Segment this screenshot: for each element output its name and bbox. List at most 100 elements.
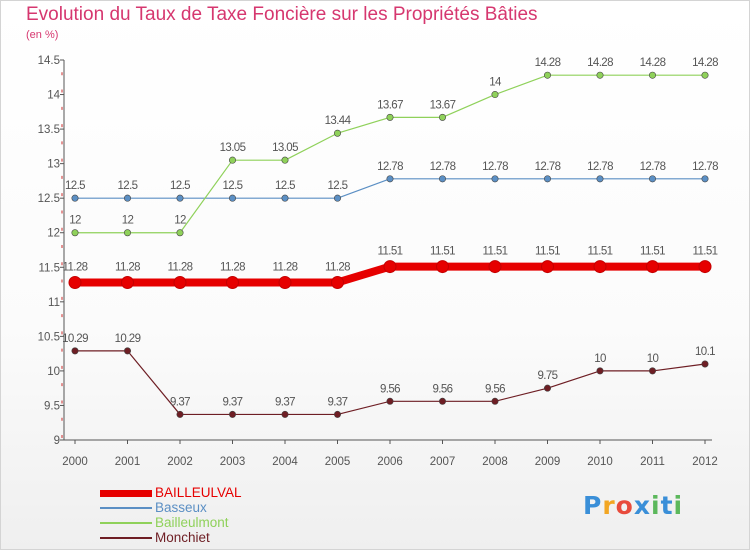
- data-label-bailleulval-2003: 11.28: [220, 261, 245, 273]
- data-point-bailleulval-2012: [698, 260, 712, 274]
- logo-letter: P: [583, 491, 603, 520]
- data-label-monchiet-2002: 9.37: [170, 396, 190, 408]
- data-label-bailleulval-2008: 11.51: [483, 246, 508, 258]
- data-label-basseux-2002: 12.5: [170, 180, 190, 192]
- data-label-bailleulval-2006: 11.51: [378, 246, 403, 258]
- legend-label-monchiet: Monchiet: [155, 530, 210, 545]
- data-point-basseux-2000: [71, 194, 79, 202]
- data-point-bailleulmont-2009: [543, 71, 551, 79]
- unit-label: (en %): [26, 29, 59, 41]
- data-label-bailleulmont-2000: 12: [69, 215, 81, 227]
- data-label-bailleulval-2011: 11.51: [640, 246, 665, 258]
- x-tick-label-2005: 2005: [325, 456, 351, 468]
- data-point-monchiet-2004: [281, 410, 289, 418]
- x-tick-label-2009: 2009: [535, 456, 561, 468]
- data-point-monchiet-2000: [71, 347, 79, 355]
- x-tick-label-2000: 2000: [62, 456, 88, 468]
- data-label-monchiet-2008: 9.56: [485, 383, 505, 395]
- data-point-basseux-2012: [701, 175, 709, 183]
- data-point-monchiet-2010: [596, 367, 604, 375]
- logo-letter: i: [651, 491, 661, 520]
- data-label-bailleulmont-2010: 14.28: [587, 57, 613, 69]
- y-tick-label-10.5: 10.5: [38, 331, 60, 343]
- data-point-basseux-2009: [543, 175, 551, 183]
- data-point-bailleulmont-2004: [281, 156, 289, 164]
- y-tick-label-11: 11: [48, 297, 60, 309]
- data-label-bailleulval-2012: 11.51: [693, 246, 718, 258]
- data-label-bailleulmont-2005: 13.44: [325, 115, 352, 127]
- data-label-bailleulmont-2003: 13.05: [220, 142, 246, 154]
- data-point-monchiet-2009: [543, 384, 551, 392]
- y-tick-label-13.5: 13.5: [38, 124, 60, 136]
- data-label-bailleulval-2009: 11.51: [535, 246, 560, 258]
- x-tick-label-2002: 2002: [167, 456, 193, 468]
- data-label-bailleulmont-2006: 13.67: [377, 99, 403, 111]
- data-point-bailleulmont-2010: [596, 71, 604, 79]
- data-point-bailleulval-2005: [331, 275, 344, 289]
- y-tick-label-12.5: 12.5: [38, 193, 60, 205]
- logo-letter: i: [673, 491, 684, 520]
- x-tick-label-2004: 2004: [272, 456, 298, 468]
- data-label-basseux-2004: 12.5: [275, 180, 295, 192]
- chart-title: Evolution du Taux de Taxe Foncière sur l…: [26, 4, 538, 25]
- y-tick-label-9: 9: [54, 435, 60, 447]
- data-point-monchiet-2007: [438, 397, 446, 405]
- data-label-bailleulmont-2007: 13.67: [430, 99, 456, 111]
- data-point-bailleulmont-2002: [176, 229, 184, 237]
- data-point-bailleulmont-2006: [386, 113, 394, 121]
- data-point-monchiet-2001: [124, 347, 132, 355]
- data-label-basseux-2000: 12.5: [65, 180, 85, 192]
- y-tick-label-11.5: 11.5: [38, 262, 60, 274]
- data-point-basseux-2011: [648, 175, 656, 183]
- y-tick-label-12: 12: [47, 228, 60, 240]
- x-tick-label-2010: 2010: [587, 456, 613, 468]
- y-tick-label-13: 13: [47, 159, 60, 171]
- data-point-bailleulval-2003: [226, 275, 239, 289]
- data-label-basseux-2012: 12.78: [692, 161, 718, 173]
- proxiti-logo: Proxiti: [583, 491, 683, 520]
- data-label-bailleulmont-2009: 14.28: [535, 57, 561, 69]
- data-point-bailleulmont-2012: [701, 71, 709, 79]
- data-point-monchiet-2002: [176, 410, 184, 418]
- legend-swatch-bailleulval: [100, 489, 152, 497]
- data-label-basseux-2007: 12.78: [430, 161, 456, 173]
- data-point-monchiet-2006: [386, 397, 394, 405]
- data-label-bailleulval-2000: 11.28: [63, 261, 88, 273]
- data-label-bailleulval-2010: 11.51: [588, 246, 613, 258]
- legend-label-basseux: Basseux: [155, 500, 207, 515]
- data-point-bailleulval-2011: [646, 260, 659, 274]
- data-label-basseux-2001: 12.5: [118, 180, 138, 192]
- data-point-basseux-2005: [333, 194, 341, 202]
- x-tick-label-2001: 2001: [115, 456, 141, 468]
- legend-swatch-basseux: [100, 507, 152, 509]
- data-point-bailleulmont-2001: [124, 229, 132, 237]
- data-label-monchiet-2012: 10.1: [695, 346, 715, 358]
- y-tick-label-9.5: 9.5: [44, 400, 60, 412]
- data-point-basseux-2004: [281, 194, 289, 202]
- data-point-bailleulmont-2000: [71, 229, 79, 237]
- data-point-basseux-2006: [386, 175, 394, 183]
- data-point-monchiet-2003: [229, 410, 237, 418]
- x-tick-label-2003: 2003: [220, 456, 246, 468]
- data-point-bailleulval-2010: [593, 260, 607, 274]
- x-tick-label-2006: 2006: [377, 456, 403, 468]
- data-point-basseux-2010: [596, 175, 604, 183]
- data-point-bailleulmont-2003: [229, 156, 237, 164]
- data-label-bailleulmont-2008: 14: [489, 77, 502, 89]
- data-label-basseux-2005: 12.5: [328, 180, 348, 192]
- x-tick-label-2011: 2011: [640, 456, 665, 468]
- legend-label-bailleulval: BAILLEULVAL: [155, 485, 242, 500]
- data-label-monchiet-2011: 10: [647, 353, 659, 365]
- data-label-monchiet-2003: 9.37: [223, 396, 243, 408]
- y-tick-label-14: 14: [47, 90, 60, 102]
- data-point-bailleulval-2001: [121, 275, 134, 289]
- data-label-basseux-2008: 12.78: [482, 161, 508, 173]
- data-point-basseux-2002: [176, 194, 184, 202]
- data-point-bailleulval-2006: [383, 260, 397, 274]
- data-label-bailleulmont-2002: 12: [174, 215, 186, 227]
- logo-letter: o: [615, 491, 634, 520]
- legend-label-bailleulmont: Bailleulmont: [155, 515, 229, 530]
- data-point-bailleulmont-2005: [333, 129, 341, 137]
- data-point-bailleulval-2007: [436, 260, 449, 274]
